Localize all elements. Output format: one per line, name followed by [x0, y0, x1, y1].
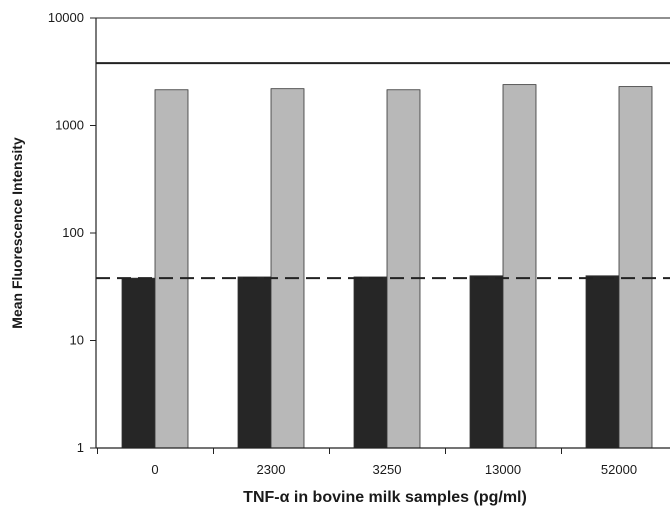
x-tick-label: 0: [151, 462, 158, 477]
bar-light-0: [154, 89, 189, 449]
x-tick-label: 3250: [373, 462, 402, 477]
reference-lines-group: [96, 62, 670, 280]
y-ticks-group: 1 10 100 1000 10000: [48, 10, 96, 455]
bar-dark-52000: [585, 275, 620, 449]
bar-dark-13000: [469, 275, 504, 449]
x-tick-label: 13000: [485, 462, 521, 477]
bar-light-13000: [502, 84, 537, 449]
y-tick-label: 1000: [55, 118, 84, 133]
bar-dark-3250: [353, 276, 388, 449]
x-ticks-group: 0 2300 3250 13000 52000: [97, 448, 637, 477]
x-tick-label: 52000: [601, 462, 637, 477]
bar-light-3250: [386, 89, 421, 449]
y-tick-label: 1: [77, 440, 84, 455]
bars-group: [121, 84, 653, 449]
x-tick-label: 2300: [257, 462, 286, 477]
x-axis-title: TNF-α in bovine milk samples (pg/ml): [243, 489, 527, 506]
bar-light-2300: [270, 88, 305, 449]
bar-dark-2300: [237, 276, 272, 449]
y-axis-title: Mean Fluorescence Intensity: [9, 137, 25, 329]
y-tick-label: 100: [62, 225, 84, 240]
bar-dark-0: [121, 277, 156, 449]
bar-light-52000: [618, 86, 653, 449]
y-tick-label: 10: [70, 333, 84, 348]
y-tick-label: 10000: [48, 10, 84, 25]
